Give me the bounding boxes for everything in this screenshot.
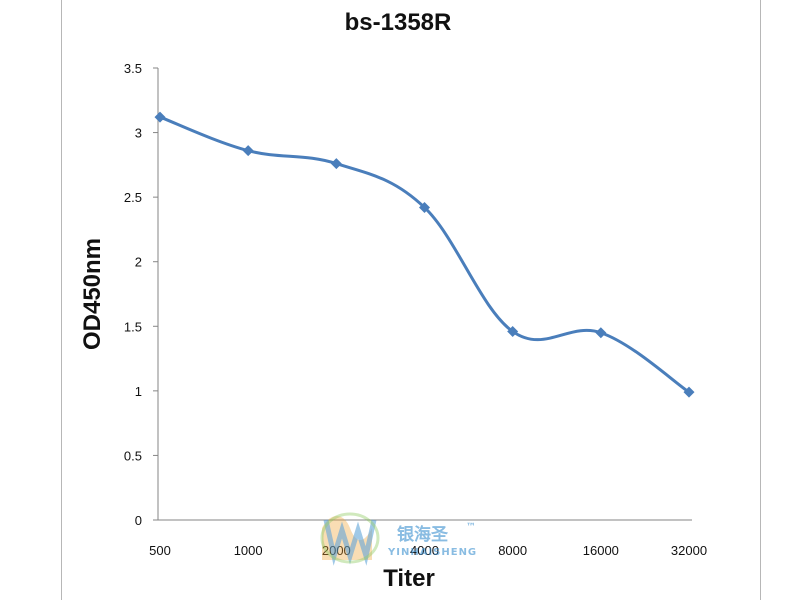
watermark-text: 银海圣	[397, 524, 449, 545]
y-tick-label: 2	[135, 255, 142, 270]
data-point-marker	[242, 145, 254, 157]
y-tick-label: 2.5	[124, 190, 142, 205]
x-tick-label: 500	[149, 543, 171, 558]
data-point-marker	[154, 111, 166, 123]
chart-frame	[61, 0, 761, 600]
watermark-subtext: YINHAISHENG	[387, 547, 477, 558]
series-markers	[154, 111, 695, 398]
data-point-marker	[419, 201, 430, 213]
x-tick-label: 16000	[583, 543, 619, 558]
chart-title: bs-1358R	[345, 9, 452, 36]
y-tick-label: 3.5	[124, 61, 142, 76]
x-tick-label: 8000	[498, 543, 527, 558]
y-tick-labels: 0 0.5 1 1.5 2 2.5 3 3.5	[124, 61, 142, 528]
watermark-logo: 银海圣 ™ YINHAISHENG	[320, 512, 477, 566]
data-point-marker	[683, 386, 695, 398]
y-tick-label: 0	[135, 513, 142, 528]
x-tick-label: 1000	[234, 543, 263, 558]
data-point-marker	[330, 158, 342, 170]
x-tick-label: 32000	[671, 543, 707, 558]
y-axis-title: OD450nm	[79, 238, 106, 350]
y-tick-label: 1	[135, 384, 142, 399]
series-line	[159, 115, 690, 394]
logo-mark-icon	[320, 512, 380, 566]
axes	[153, 67, 692, 521]
x-tick-label: 2000	[322, 543, 351, 558]
x-axis-title: Titer	[383, 565, 435, 592]
y-tick-label: 0.5	[124, 448, 142, 463]
data-point-marker	[507, 325, 519, 337]
y-tick-label: 1.5	[124, 319, 142, 334]
watermark-trademark: ™	[466, 522, 477, 533]
x-tick-labels: 500 1000 2000 4000 8000 16000 32000	[149, 543, 707, 558]
y-tick-label: 3	[135, 126, 142, 141]
data-point-marker	[595, 327, 607, 339]
x-tick-label: 4000	[410, 543, 439, 558]
